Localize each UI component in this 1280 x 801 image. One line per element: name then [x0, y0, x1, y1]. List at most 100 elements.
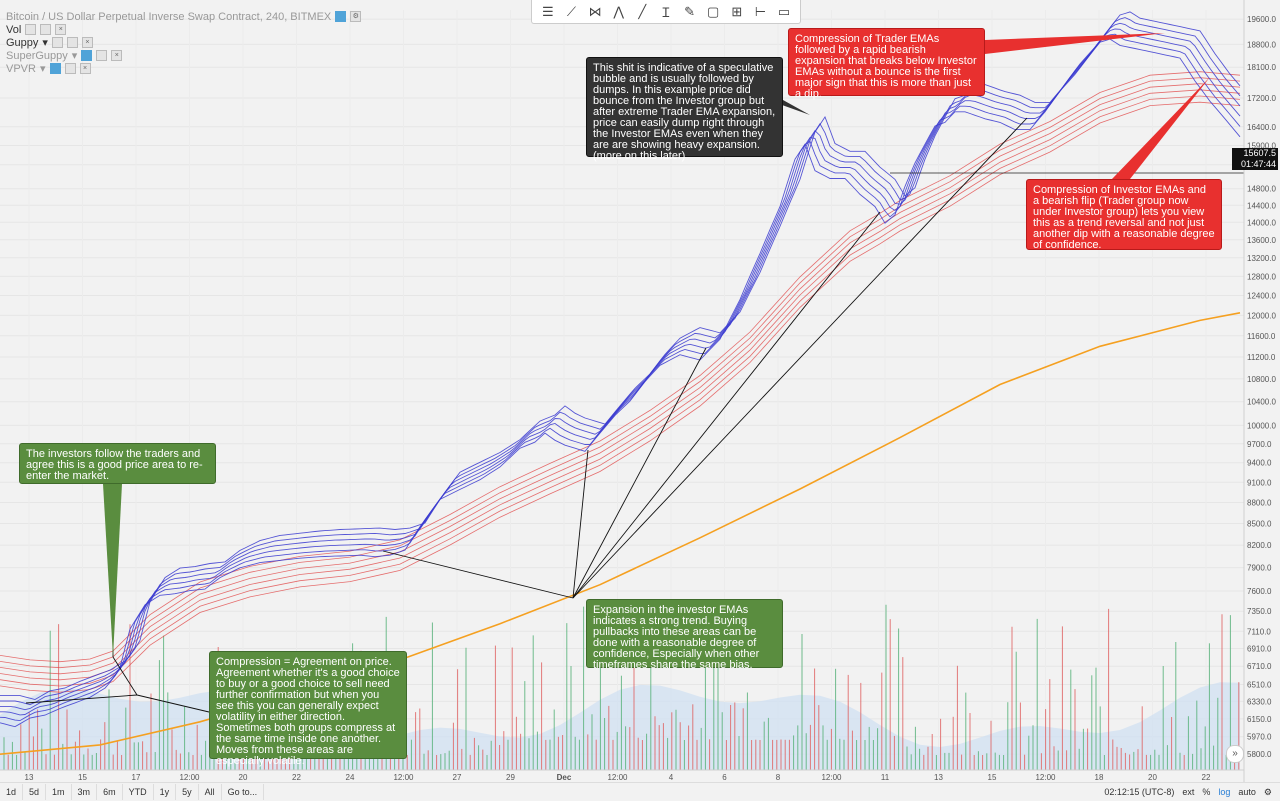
- annotation-lines[interactable]: [25, 33, 1210, 713]
- settings-icon[interactable]: [64, 63, 76, 74]
- trader-ema-line: [0, 38, 1241, 728]
- investor-ema-line: [0, 77, 1241, 669]
- time-tick-label: 22: [1202, 773, 1211, 782]
- range-1y[interactable]: 1y: [154, 784, 177, 800]
- pointer-line: [572, 117, 1028, 599]
- price-tick-label: 12000.0: [1247, 311, 1276, 320]
- close-icon[interactable]: ×: [55, 24, 67, 35]
- eye-icon[interactable]: [335, 11, 347, 22]
- eye-icon[interactable]: [25, 24, 37, 35]
- price-tick-label: 13200.0: [1247, 254, 1276, 263]
- settings-icon[interactable]: [40, 24, 52, 35]
- price-tick-label: 7350.0: [1247, 607, 1272, 616]
- symbol-title[interactable]: Bitcoin / US Dollar Perpetual Inverse Sw…: [6, 10, 332, 23]
- percent-toggle[interactable]: %: [1202, 787, 1211, 797]
- brush-icon[interactable]: ✎: [684, 3, 696, 19]
- fib-icon[interactable]: ☰: [541, 3, 554, 19]
- legend-row-superguppy[interactable]: SuperGuppy ▾ ×: [6, 49, 361, 62]
- chevron-down-icon[interactable]: ▾: [39, 63, 46, 75]
- grid-icon[interactable]: ⊞: [731, 3, 743, 19]
- range-ytd[interactable]: YTD: [123, 784, 154, 800]
- time-tick-label: 22: [292, 773, 301, 782]
- time-tick-label: 27: [453, 773, 462, 782]
- chevron-down-icon[interactable]: ▾: [71, 50, 78, 62]
- legend-title-row[interactable]: Bitcoin / US Dollar Perpetual Inverse Sw…: [6, 10, 362, 23]
- investor-ema-line: [0, 71, 1241, 663]
- price-tick-label: 10000.0: [1247, 421, 1276, 430]
- ext-toggle[interactable]: ext: [1182, 787, 1195, 797]
- time-tick-label: 12:00: [607, 773, 628, 782]
- price-tick-label: 9100.0: [1247, 478, 1272, 487]
- price-tick-label: 11200.0: [1247, 353, 1276, 362]
- close-icon[interactable]: ×: [79, 63, 91, 74]
- trader-ema-line: [0, 28, 1241, 716]
- price-tick-label: 12400.0: [1247, 292, 1276, 301]
- indicator-vol[interactable]: Vol: [6, 23, 22, 36]
- log-toggle[interactable]: log: [1218, 787, 1231, 797]
- goto-button[interactable]: Go to...: [222, 784, 265, 800]
- time-tick-label: 12:00: [821, 773, 842, 782]
- last-price-badge: 15607.5: [1232, 148, 1278, 159]
- note-compression-trader[interactable]: Compression of Trader EMAs followed by a…: [788, 28, 985, 100]
- price-tick-label: 6330.0: [1247, 697, 1272, 706]
- note-bubble[interactable]: This shit is indicative of a speculative…: [586, 57, 783, 162]
- eye-icon[interactable]: [49, 63, 61, 74]
- time-axis[interactable]: 13 15 17 12:00 20 22 24 12:00 27 29 Dec 12:00 4 6 8 12:…: [0, 769, 1244, 782]
- investor-ema-line: [0, 101, 1241, 693]
- chart-legend: Bitcoin / US Dollar Perpetual Inverse Sw…: [6, 10, 362, 75]
- price-axis[interactable]: 19600.0 18800.0 18100.0 17200.0 16400.0 15900…: [1243, 0, 1280, 782]
- gear-icon[interactable]: ⚙: [1263, 786, 1272, 797]
- time-tick-label: 29: [506, 773, 515, 782]
- range-6m[interactable]: 6m: [97, 784, 123, 800]
- tree-icon[interactable]: ⊢: [754, 3, 767, 19]
- note-traders-follow[interactable]: The investors follow the traders and agr…: [19, 443, 216, 484]
- eye-icon[interactable]: [51, 37, 63, 48]
- price-tick-label: 14400.0: [1247, 201, 1276, 210]
- price-tick-label: 11600.0: [1247, 332, 1276, 341]
- eye-icon[interactable]: [81, 50, 93, 61]
- legend-row-vpvr[interactable]: VPVR ▾ ×: [6, 62, 361, 75]
- time-tick-label: 4: [669, 773, 674, 782]
- time-tick-label: 17: [132, 773, 141, 782]
- rect-icon[interactable]: ▢: [707, 3, 720, 19]
- legend-row-guppy[interactable]: Guppy ▾ ×: [6, 36, 361, 49]
- time-tick-label: 8: [776, 773, 781, 782]
- trader-ema-group: [0, 11, 1241, 728]
- xabcd-icon[interactable]: ⋀: [613, 3, 625, 19]
- settings-icon[interactable]: [66, 37, 78, 48]
- chevron-down-icon[interactable]: ▾: [42, 37, 48, 49]
- settings-icon[interactable]: [96, 50, 108, 61]
- legend-row-vol[interactable]: Vol ×: [6, 23, 361, 36]
- pattern-icon[interactable]: ⋈: [588, 3, 602, 19]
- price-tick-label: 10400.0: [1247, 398, 1276, 407]
- scroll-right-button[interactable]: »: [1226, 745, 1244, 763]
- callout-tail: [985, 33, 1165, 54]
- range-3m[interactable]: 3m: [72, 784, 98, 800]
- time-tick-label: 13: [25, 773, 34, 782]
- text-icon[interactable]: Ｉ: [659, 5, 673, 20]
- range-5y[interactable]: 5y: [176, 784, 199, 800]
- indicator-guppy[interactable]: Guppy: [6, 36, 39, 49]
- time-tick-label: 20: [239, 773, 248, 782]
- price-tick-label: 15900.0: [1247, 141, 1276, 150]
- auto-toggle[interactable]: auto: [1238, 787, 1256, 797]
- price-tick-label: 18100.0: [1247, 63, 1276, 72]
- time-tick-label: 11: [881, 773, 890, 782]
- close-icon[interactable]: ×: [111, 50, 123, 61]
- indicator-vpvr[interactable]: VPVR: [6, 62, 36, 75]
- comment-icon[interactable]: ▭: [777, 3, 791, 19]
- range-all[interactable]: All: [199, 784, 222, 800]
- range-5d[interactable]: 5d: [23, 784, 47, 800]
- range-1m[interactable]: 1m: [46, 784, 72, 800]
- investor-ema-group: [0, 71, 1241, 693]
- trend-icon[interactable]: ⟋: [566, 3, 576, 19]
- range-1d[interactable]: 1d: [0, 784, 24, 800]
- note-expansion[interactable]: Expansion in the investor EMAs indicates…: [586, 599, 783, 671]
- settings-icon[interactable]: ⚙: [350, 11, 362, 22]
- note-compression-investor[interactable]: Compression of Investor EMAs and a beari…: [1026, 179, 1222, 251]
- note-compression-agreement[interactable]: Compression = Agreement on price. Agreem…: [209, 651, 407, 767]
- line-icon[interactable]: ╱: [638, 3, 647, 19]
- time-tick-label: 15: [78, 773, 87, 782]
- close-icon[interactable]: ×: [81, 37, 93, 48]
- indicator-superguppy[interactable]: SuperGuppy: [6, 49, 68, 62]
